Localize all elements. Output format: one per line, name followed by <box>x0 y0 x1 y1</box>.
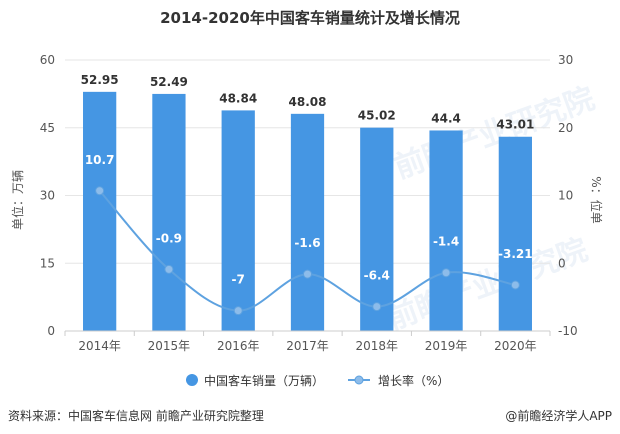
right-tick-label: 0 <box>558 256 566 270</box>
x-tick-label: 2016年 <box>217 339 260 353</box>
source-note: 资料来源：中国客车信息网 前瞻产业研究院整理 <box>8 408 264 423</box>
bar <box>429 130 463 331</box>
x-tick-label: 2018年 <box>356 339 399 353</box>
bar-value-label: 43.01 <box>496 118 534 132</box>
growth-value-label: -1.6 <box>294 236 320 250</box>
growth-value-label: -7 <box>232 273 245 287</box>
legend-line-label: 增长率（%） <box>378 373 449 388</box>
left-tick-label: 0 <box>47 324 55 338</box>
legend-bar-label: 中国客车销量（万辆） <box>204 373 324 388</box>
growth-point <box>233 306 243 316</box>
axes: 0 15 30 45 60 -10 0 10 20 30 2014年 2015年 2016年 2017年 2… <box>40 53 578 353</box>
svg-text:前瞻产业研究院: 前瞻产业研究院 <box>383 232 592 337</box>
growth-point <box>372 302 382 312</box>
legend-line-point <box>354 375 364 385</box>
right-tick-label: 20 <box>558 121 573 135</box>
left-tick-label: 45 <box>40 121 55 135</box>
legend-bar-marker <box>186 374 198 386</box>
bar <box>83 91 117 331</box>
growth-value-label: -1.4 <box>433 235 459 249</box>
left-tick-label: 15 <box>40 256 55 270</box>
bar-value-label: 44.4 <box>431 111 461 125</box>
right-tick-label: -10 <box>558 324 578 338</box>
growth-value-label: -3.21 <box>498 247 533 261</box>
bar <box>360 127 394 331</box>
left-tick-label: 30 <box>40 189 55 203</box>
bar-value-label: 52.49 <box>150 75 188 89</box>
growth-point <box>164 264 174 274</box>
growth-point <box>95 186 105 196</box>
right-axis-label: %：位单 <box>589 176 604 223</box>
bar <box>152 93 186 331</box>
chart-title: 2014-2020年中国客车销量统计及增长情况 <box>160 9 460 27</box>
right-tick-label: 10 <box>558 189 573 203</box>
line-series <box>95 186 520 316</box>
growth-value-label: 10.7 <box>85 153 115 167</box>
x-tick-label: 2014年 <box>78 339 121 353</box>
growth-point <box>303 269 312 279</box>
bar-value-label: 45.02 <box>358 109 396 123</box>
data-labels: 52.95 52.49 48.84 48.08 45.02 44.4 43.01 10.7 -0… <box>81 73 535 287</box>
left-axis-label: 单位：万辆 <box>10 170 25 230</box>
brand-note: @前瞻经济学人APP <box>505 408 612 423</box>
legend: 中国客车销量（万辆） 增长率（%） <box>186 373 449 388</box>
x-tick-label: 2019年 <box>425 339 468 353</box>
growth-value-label: -0.9 <box>156 231 182 245</box>
bar <box>498 136 532 331</box>
x-tick-label: 2017年 <box>286 339 329 353</box>
watermark: 前瞻产业研究院 前瞻产业研究院 <box>383 81 599 337</box>
bar-value-label: 48.84 <box>219 91 257 105</box>
x-tick-label: 2020年 <box>494 339 537 353</box>
growth-value-label: -6.4 <box>364 269 390 283</box>
bar-series <box>83 91 532 331</box>
left-tick-label: 60 <box>40 53 55 67</box>
bar <box>290 113 325 331</box>
bar-value-label: 52.95 <box>81 73 119 87</box>
bar <box>221 110 255 331</box>
growth-point <box>441 268 451 278</box>
growth-point <box>510 280 520 290</box>
right-tick-label: 30 <box>558 53 573 67</box>
x-tick-label: 2015年 <box>148 339 191 353</box>
bar-value-label: 48.08 <box>289 95 327 109</box>
